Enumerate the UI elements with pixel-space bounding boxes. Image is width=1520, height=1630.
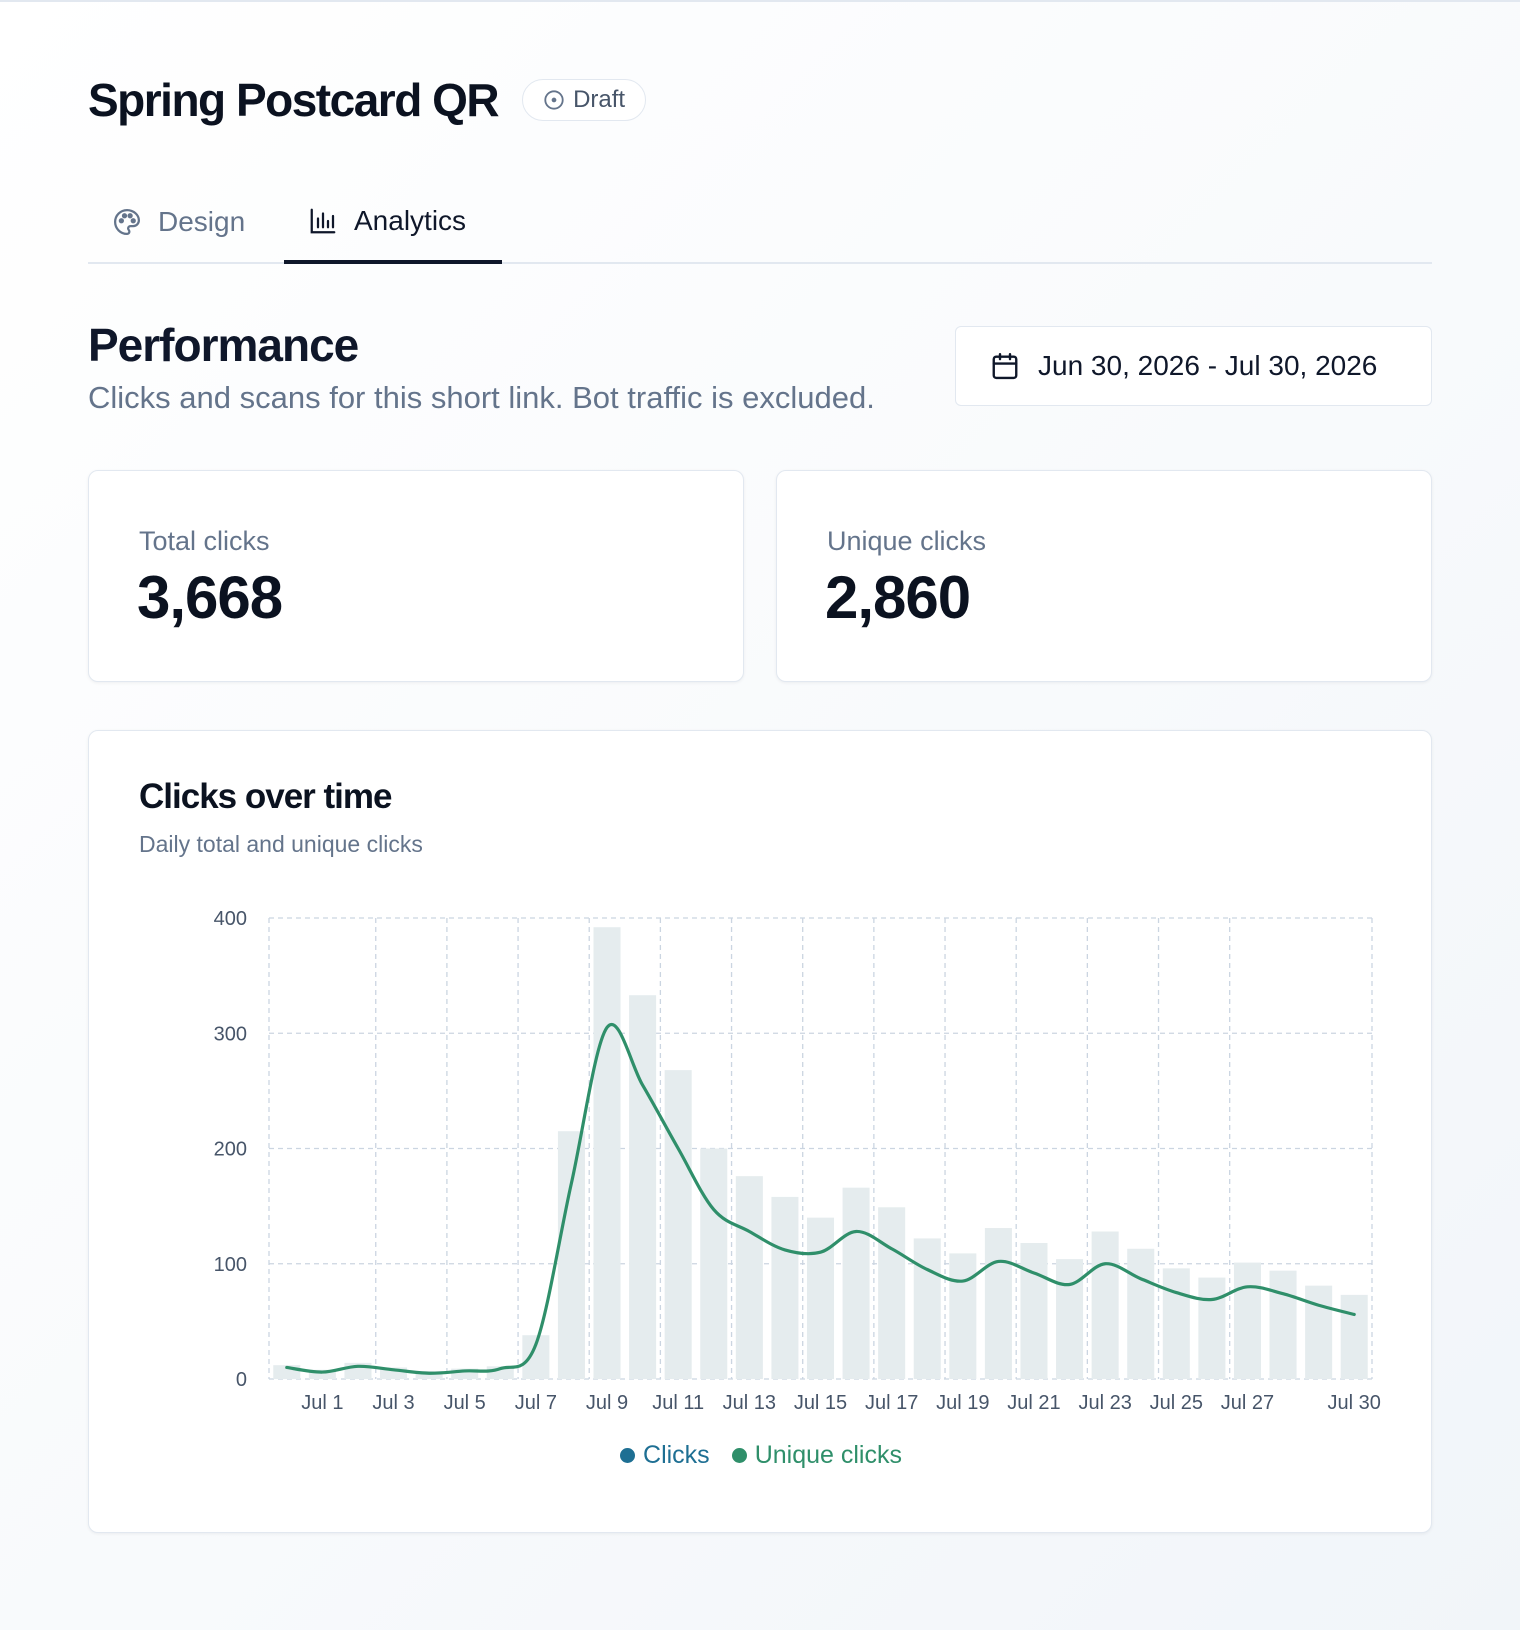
y-tick-label: 0 bbox=[236, 1369, 247, 1391]
x-tick-label: Jul 1 bbox=[301, 1392, 343, 1414]
y-tick-label: 200 bbox=[214, 1139, 247, 1161]
bar-clicks bbox=[451, 1368, 479, 1379]
tab-design-label: Design bbox=[158, 206, 246, 237]
x-tick-label: Jul 11 bbox=[652, 1392, 704, 1414]
stat-card-total-clicks: Total clicks 3,668 bbox=[88, 470, 744, 682]
bar-clicks bbox=[806, 1217, 835, 1379]
bar-clicks bbox=[949, 1253, 977, 1379]
palette-icon bbox=[114, 209, 140, 235]
bar-clicks bbox=[308, 1369, 336, 1379]
x-tick-label: Jul 30 bbox=[1328, 1392, 1381, 1414]
date-range-label: Jun 30, 2026 - Jul 30, 2026 bbox=[1038, 350, 1378, 381]
y-tick-label: 100 bbox=[214, 1254, 247, 1276]
page-title: Spring Postcard QR bbox=[88, 74, 500, 126]
status-badge-label: Draft bbox=[573, 86, 626, 113]
chart-card: Clicks over time Daily total and unique … bbox=[88, 730, 1432, 1533]
bar-clicks bbox=[593, 927, 621, 1379]
legend-dot-clicks bbox=[620, 1448, 636, 1463]
x-tick-label: Jul 7 bbox=[515, 1392, 557, 1414]
tab-bar: Design Analytics bbox=[88, 182, 1432, 264]
bar-clicks bbox=[771, 1196, 799, 1379]
stat-value: 3,668 bbox=[137, 564, 283, 631]
stat-value: 2,860 bbox=[825, 564, 971, 631]
chart-title: Clicks over time bbox=[139, 777, 392, 816]
legend-item-clicks[interactable]: Clicks bbox=[620, 1441, 710, 1470]
bar-clicks bbox=[1020, 1243, 1048, 1379]
y-tick-label: 400 bbox=[214, 908, 247, 930]
tab-analytics[interactable]: Analytics bbox=[284, 182, 502, 264]
performance-title: Performance bbox=[88, 319, 359, 371]
x-tick-label: Jul 27 bbox=[1221, 1392, 1274, 1414]
bar-clicks bbox=[984, 1228, 1012, 1379]
stat-label: Total clicks bbox=[139, 526, 270, 556]
bar-clicks bbox=[1233, 1262, 1261, 1379]
x-tick-label: Jul 9 bbox=[586, 1392, 628, 1414]
x-tick-label: Jul 23 bbox=[1078, 1392, 1131, 1414]
stat-card-unique-clicks: Unique clicks 2,860 bbox=[776, 470, 1432, 682]
x-tick-label: Jul 13 bbox=[723, 1392, 776, 1414]
tab-design[interactable]: Design bbox=[112, 182, 245, 262]
legend-dot-unique bbox=[731, 1448, 747, 1463]
top-border bbox=[0, 0, 1520, 2]
bar-clicks bbox=[878, 1207, 906, 1379]
legend-label-clicks: Clicks bbox=[643, 1441, 710, 1469]
date-range-picker[interactable]: Jun 30, 2026 - Jul 30, 2026 bbox=[955, 326, 1432, 406]
x-tick-label: Jul 15 bbox=[794, 1392, 847, 1414]
bar-clicks bbox=[664, 1070, 692, 1379]
bar-clicks bbox=[700, 1148, 728, 1379]
legend-item-unique-clicks[interactable]: Unique clicks bbox=[731, 1441, 902, 1470]
x-tick-label: Jul 21 bbox=[1007, 1392, 1060, 1414]
line-unique-clicks bbox=[285, 1022, 1356, 1375]
clicks-chart: 0 100 200 300 400 Jul 1 Jul 3 Jul 5 Jul 7 Jul 9 Ju… bbox=[214, 908, 1381, 1414]
bar-clicks bbox=[380, 1367, 408, 1379]
bar-clicks bbox=[1091, 1231, 1119, 1379]
bar-clicks bbox=[1305, 1285, 1333, 1379]
page-header: Spring Postcard QR Draft bbox=[88, 70, 647, 130]
bar-clicks bbox=[735, 1176, 763, 1379]
bar-clicks bbox=[1127, 1248, 1155, 1379]
stat-label: Unique clicks bbox=[827, 526, 987, 556]
bar-clicks bbox=[415, 1370, 443, 1379]
status-badge: Draft bbox=[522, 79, 647, 121]
bar-clicks bbox=[913, 1238, 941, 1379]
x-tick-label: Jul 19 bbox=[936, 1392, 989, 1414]
bar-clicks bbox=[629, 995, 657, 1379]
x-tick-label: Jul 3 bbox=[372, 1392, 414, 1414]
tab-analytics-label: Analytics bbox=[354, 205, 467, 236]
chart-subtitle: Daily total and unique clicks bbox=[139, 831, 423, 857]
legend-label-unique: Unique clicks bbox=[754, 1441, 902, 1469]
x-tick-label: Jul 5 bbox=[444, 1392, 486, 1414]
draft-circle-icon bbox=[544, 90, 564, 110]
x-tick-label: Jul 25 bbox=[1150, 1392, 1203, 1414]
bar-clicks bbox=[557, 1131, 585, 1379]
bar-clicks bbox=[842, 1187, 870, 1379]
chart-legend: Clicks Unique clicks bbox=[89, 1441, 1433, 1470]
y-tick-label: 300 bbox=[214, 1023, 247, 1045]
performance-subtitle: Clicks and scans for this short link. Bo… bbox=[88, 380, 875, 415]
bar-clicks bbox=[1198, 1277, 1226, 1379]
calendar-icon bbox=[992, 352, 1018, 380]
bar-chart-icon bbox=[310, 208, 336, 234]
x-tick-label: Jul 17 bbox=[865, 1392, 918, 1414]
bar-clicks bbox=[1269, 1270, 1297, 1379]
bar-clicks bbox=[1340, 1294, 1368, 1379]
bar-clicks bbox=[1162, 1268, 1190, 1379]
bar-clicks bbox=[1056, 1259, 1084, 1379]
